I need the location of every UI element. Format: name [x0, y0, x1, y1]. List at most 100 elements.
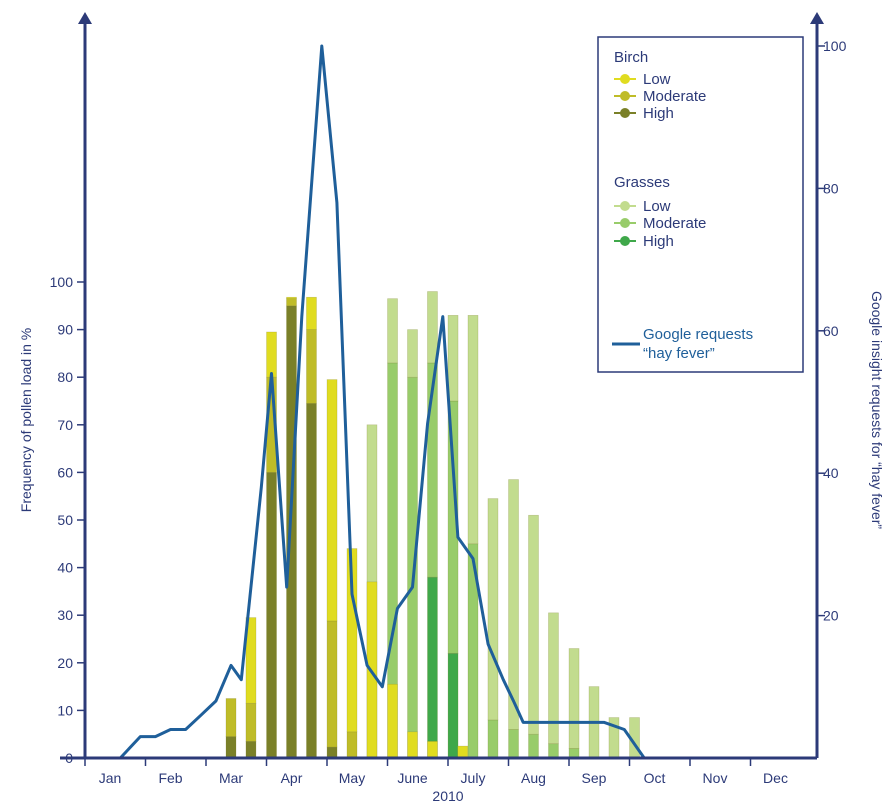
legend-grasses-low-label: Low — [643, 198, 671, 215]
birch-bar-4-seg-1 — [306, 329, 317, 404]
grass-bar-9-seg-2 — [548, 612, 559, 745]
birch-bar-5-seg-2 — [326, 379, 338, 622]
legend-grasses-low: Low — [614, 198, 671, 215]
y-left-tick-label-3: 30 — [57, 607, 73, 623]
legend-birch-moderate-label: Moderate — [643, 88, 706, 105]
y-left-tick-label-7: 70 — [57, 417, 73, 433]
y-right-tick-label-1: 40 — [823, 465, 839, 481]
y-right-tick-label-4: 100 — [823, 38, 847, 54]
legend-grasses-moderate-marker — [620, 218, 630, 228]
birch-bar-3-seg-0 — [286, 305, 297, 759]
y-left-tick-label-9: 90 — [57, 322, 73, 338]
y-left-axis-arrow — [78, 12, 92, 24]
birch-bar-5-seg-0 — [326, 746, 338, 759]
birch-bar-1-seg-1 — [245, 702, 257, 742]
grass-bar-3-seg-0 — [427, 576, 438, 759]
x-tick-label-0: Jan — [99, 770, 122, 786]
x-tick-label-4: May — [339, 770, 365, 786]
birch-bar-3-seg-1 — [286, 298, 297, 307]
legend-birch-low: Low — [614, 71, 671, 88]
x-tick-label-1: Feb — [158, 770, 182, 786]
birch-bar-2-seg-0 — [266, 472, 277, 759]
birch-bar-1-seg-2 — [245, 617, 257, 704]
grass-bar-2-seg-2 — [407, 329, 418, 378]
legend-birch-moderate: Moderate — [614, 88, 706, 105]
legend-birch-low-marker — [620, 74, 630, 84]
y-left-tick-label-4: 40 — [57, 560, 73, 576]
x-tick-label-8: Sep — [582, 770, 607, 786]
grass-bar-7-seg-1 — [508, 729, 519, 759]
grass-bar-8-seg-2 — [528, 514, 539, 735]
y-right-axis-title: Google insight requests for “hay fever” — [869, 291, 885, 529]
grass-bar-9-seg-1 — [548, 743, 559, 759]
birch-bar-6-seg-1 — [346, 731, 358, 759]
x-tick-label-11: Dec — [763, 770, 788, 786]
y-left-tick-label-6: 60 — [57, 464, 73, 480]
grass-bar-2-seg-1 — [407, 376, 418, 759]
birch-bar-0-seg-0 — [225, 736, 237, 759]
grass-bar-6-seg-2 — [487, 498, 499, 721]
grass-bar-1-seg-2 — [387, 298, 398, 364]
legend-birch-moderate-marker — [620, 91, 630, 101]
hay-fever-line — [110, 44, 646, 760]
x-tick-label-2: Mar — [219, 770, 243, 786]
grass-bar-3-seg-1 — [427, 362, 438, 578]
birch-bar-3-seg-2 — [286, 296, 297, 299]
birch-bar-4-seg-0 — [306, 403, 317, 759]
y-left-tick-label-1: 10 — [57, 702, 73, 718]
x-axis-title: 2010 — [432, 788, 463, 804]
legend-grasses-moderate-label: Moderate — [643, 215, 706, 232]
y-left-tick-label-5: 50 — [57, 512, 73, 528]
birch-bar-9-seg-2 — [407, 731, 418, 759]
hay-fever-line-path — [110, 44, 646, 760]
y-left-tick-label-2: 20 — [57, 655, 73, 671]
y-left-tick-label-0: 0 — [65, 750, 73, 766]
legend-grasses-high: High — [614, 233, 674, 250]
y-left-tick-label-10: 100 — [50, 274, 74, 290]
x-tick-label-9: Oct — [644, 770, 666, 786]
legend-grasses-low-marker — [620, 201, 630, 211]
y-right-tick-label-2: 60 — [823, 323, 839, 339]
axes — [60, 12, 824, 760]
legend-line-label-1: Google requests — [643, 326, 753, 343]
legend-birch-low-label: Low — [643, 71, 671, 88]
grass-bar-3-seg-2 — [427, 291, 438, 364]
x-tick-label-10: Nov — [703, 770, 728, 786]
birch-bar-5-seg-1 — [326, 620, 338, 748]
grass-bars — [366, 291, 640, 759]
y-right-tick-label-3: 80 — [823, 180, 839, 196]
y-left-tick-label-8: 80 — [57, 369, 73, 385]
legend-box — [597, 36, 804, 373]
y-right-axis-arrow — [810, 12, 824, 24]
grass-bar-8-seg-1 — [528, 733, 539, 759]
birch-bar-4-seg-2 — [306, 296, 317, 330]
birch-bar-1-seg-0 — [245, 741, 257, 759]
x-tick-label-5: June — [397, 770, 428, 786]
x-tick-label-3: Apr — [281, 770, 303, 786]
birch-bar-11-seg-2 — [457, 745, 469, 759]
grass-bar-5-seg-2 — [467, 315, 479, 545]
grass-bar-4-seg-0 — [447, 652, 459, 759]
grass-bar-6-seg-1 — [487, 719, 499, 759]
legend-grasses-high-label: High — [643, 233, 674, 250]
legend-birch-high-label: High — [643, 105, 674, 122]
grass-bar-10-seg-2 — [568, 648, 580, 749]
legend-grasses-heading: Grasses — [614, 174, 670, 191]
legend-grasses-moderate: Moderate — [614, 215, 706, 232]
legend-birch-high-marker — [620, 108, 630, 118]
grass-bar-7-seg-2 — [508, 479, 519, 730]
birch-bar-6-seg-2 — [346, 548, 358, 733]
birch-bar-0-seg-1 — [225, 698, 237, 737]
grass-bar-4-seg-2 — [447, 315, 459, 402]
legend-grasses-high-marker — [620, 236, 630, 246]
legend-line-label-2: “hay fever” — [643, 345, 715, 362]
y-right-tick-label-0: 20 — [823, 608, 839, 624]
birch-bar-10-seg-2 — [427, 741, 438, 759]
legend: Birch Low Moderate High Grasses Low Mode… — [597, 36, 804, 373]
y-left-axis-title: Frequency of pollen load in % — [18, 328, 34, 512]
legend-birch-high: High — [614, 105, 674, 122]
x-tick-label-6: July — [461, 770, 486, 786]
x-tick-label-7: Aug — [521, 770, 546, 786]
legend-birch-heading: Birch — [614, 49, 648, 66]
birch-bar-2-seg-2 — [266, 331, 277, 378]
